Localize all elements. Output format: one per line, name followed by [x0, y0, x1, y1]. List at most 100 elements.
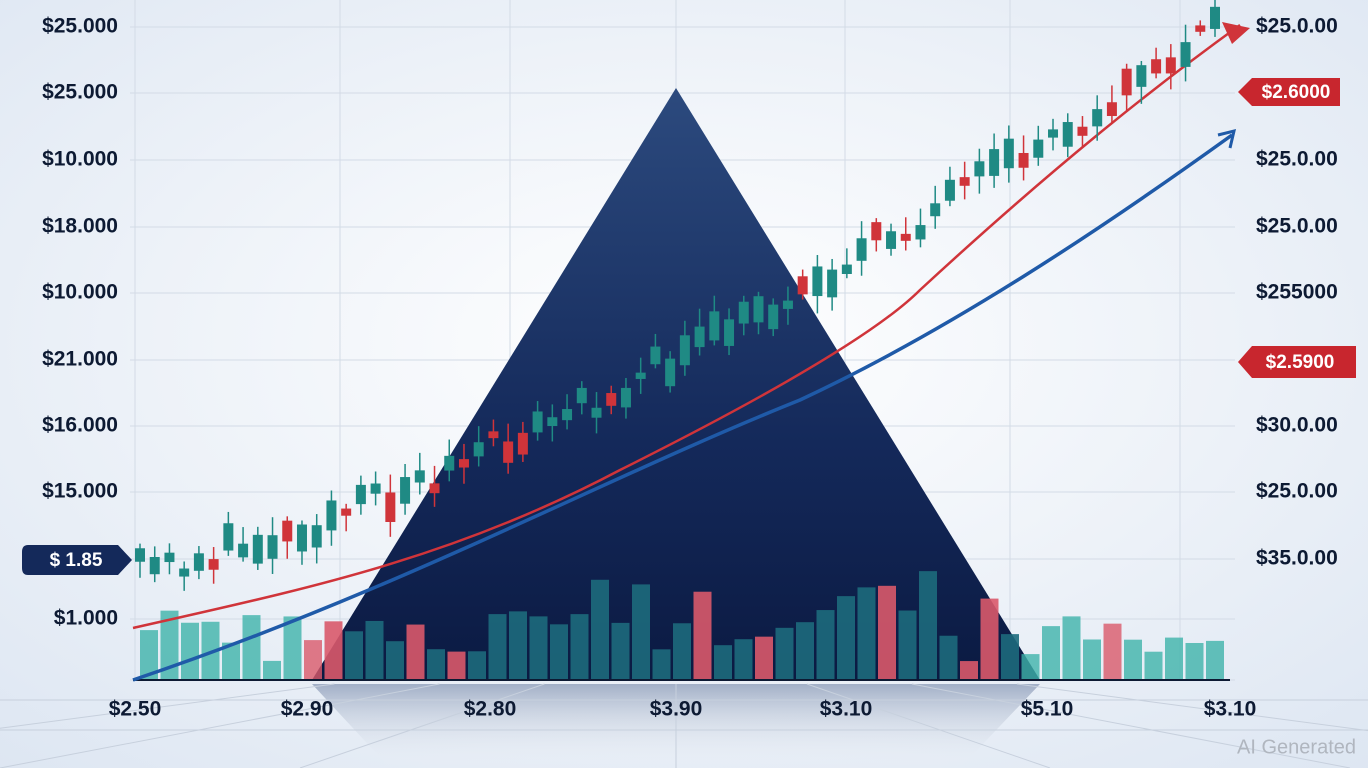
left-axis-label: $16.000 — [42, 414, 118, 437]
volume-bar — [673, 623, 691, 680]
right-axis-label: $25.0.00 — [1256, 215, 1338, 238]
pyramid — [312, 88, 1040, 680]
left-axis-label: $10.000 — [42, 148, 118, 171]
volume-bar — [140, 630, 158, 680]
candle-body — [503, 441, 514, 463]
candle-body — [370, 483, 381, 494]
labels: $25.000 $25.000 $10.000 $18.000 $10.000 $21.0… — [42, 15, 1338, 721]
candle-body — [856, 238, 867, 261]
volume-bar — [837, 596, 855, 680]
volume-bar — [652, 649, 671, 680]
candle-body — [1018, 152, 1029, 168]
volume-bar — [1103, 623, 1122, 680]
x-axis-label: $3.10 — [1204, 698, 1257, 721]
candle-body — [385, 492, 396, 522]
volume-bar — [693, 591, 712, 680]
candle-body — [606, 393, 617, 406]
volume-bar — [980, 598, 999, 680]
candle-body — [458, 459, 469, 468]
volume-bar — [1124, 639, 1142, 680]
candle-body — [1003, 138, 1014, 169]
candle-body — [429, 483, 440, 494]
volume-bar — [714, 645, 732, 680]
volume-bar — [775, 627, 794, 680]
candle-body — [252, 534, 263, 564]
candle-body — [620, 387, 631, 408]
candle-body — [1033, 139, 1044, 158]
candle-body — [414, 470, 425, 483]
right-axis-label: $25.0.00 — [1256, 15, 1338, 38]
candle-body — [871, 222, 882, 241]
x-axis-label: $3.90 — [650, 698, 703, 721]
volume-bar — [406, 624, 425, 680]
volume-bar — [181, 622, 199, 680]
volume-bar — [734, 639, 753, 680]
badge-right-middle-text: $2.5900 — [1266, 352, 1335, 373]
candle-body — [694, 326, 705, 348]
badge-left-text: $ 1.85 — [50, 550, 103, 571]
volume-bar — [263, 660, 281, 680]
x-axis-label: $2.50 — [109, 698, 162, 721]
volume-bar — [1144, 651, 1163, 680]
candle-body — [1048, 129, 1059, 138]
left-axis-label: $21.000 — [42, 348, 118, 371]
candle-body — [149, 556, 160, 575]
candle-body — [547, 417, 558, 427]
candle-body — [959, 177, 970, 186]
arrow-head-red — [1222, 22, 1250, 44]
candle-body — [400, 477, 411, 504]
candle-body — [1195, 25, 1206, 32]
candle-body — [989, 149, 1000, 176]
volume-bar — [898, 610, 917, 680]
volume-bar — [919, 571, 937, 680]
volume-bar — [1185, 642, 1204, 680]
volume-bars — [140, 571, 1224, 680]
badge-left — [22, 545, 132, 575]
volume-bar — [447, 651, 466, 680]
candle-body — [709, 311, 720, 341]
candle-body — [179, 568, 190, 577]
volume-bar — [304, 640, 322, 680]
candle-body — [1210, 6, 1220, 29]
candle-body — [135, 548, 145, 562]
candle-body — [1151, 59, 1162, 74]
x-axis-label: $3.10 — [820, 698, 873, 721]
candle-body — [650, 346, 661, 365]
candle-body — [562, 409, 573, 421]
left-axis-label: $25.000 — [42, 81, 118, 104]
volume-bar — [1001, 634, 1019, 680]
arrow-head-blue — [1217, 128, 1237, 149]
volume-bar — [222, 642, 240, 680]
volume-bar — [1021, 654, 1040, 680]
x-axis-label: $2.80 — [464, 698, 517, 721]
right-axis-label: $25.0.00 — [1256, 148, 1338, 171]
badge-right-top-text: $2.6000 — [1262, 82, 1331, 103]
volume-bar — [427, 649, 445, 680]
badge-right-middle — [1238, 346, 1356, 378]
candle-body — [1077, 126, 1088, 136]
volume-bar — [468, 651, 486, 680]
candle-body — [341, 508, 352, 516]
left-axis-label: $10.000 — [42, 281, 118, 304]
volume-bar — [1206, 640, 1224, 680]
candle-body — [974, 161, 985, 177]
candle-body — [576, 387, 587, 404]
candle-body — [517, 432, 528, 455]
candle-body — [797, 276, 808, 295]
candle-body — [944, 179, 955, 201]
candle-body — [827, 269, 838, 298]
volume-bar — [878, 585, 896, 680]
volume-bar — [324, 621, 343, 680]
candle-body — [1062, 122, 1073, 147]
candle-body — [311, 525, 322, 548]
volume-bar — [960, 661, 978, 680]
left-axis-label: $18.000 — [42, 215, 118, 238]
candle-body — [635, 372, 646, 379]
candle-body — [665, 358, 676, 387]
candle-body — [532, 411, 543, 433]
volume-bar — [611, 622, 630, 680]
left-axis-label: $1.000 — [54, 607, 118, 630]
candle-body — [355, 484, 366, 505]
trend-line-blue — [132, 133, 1234, 682]
